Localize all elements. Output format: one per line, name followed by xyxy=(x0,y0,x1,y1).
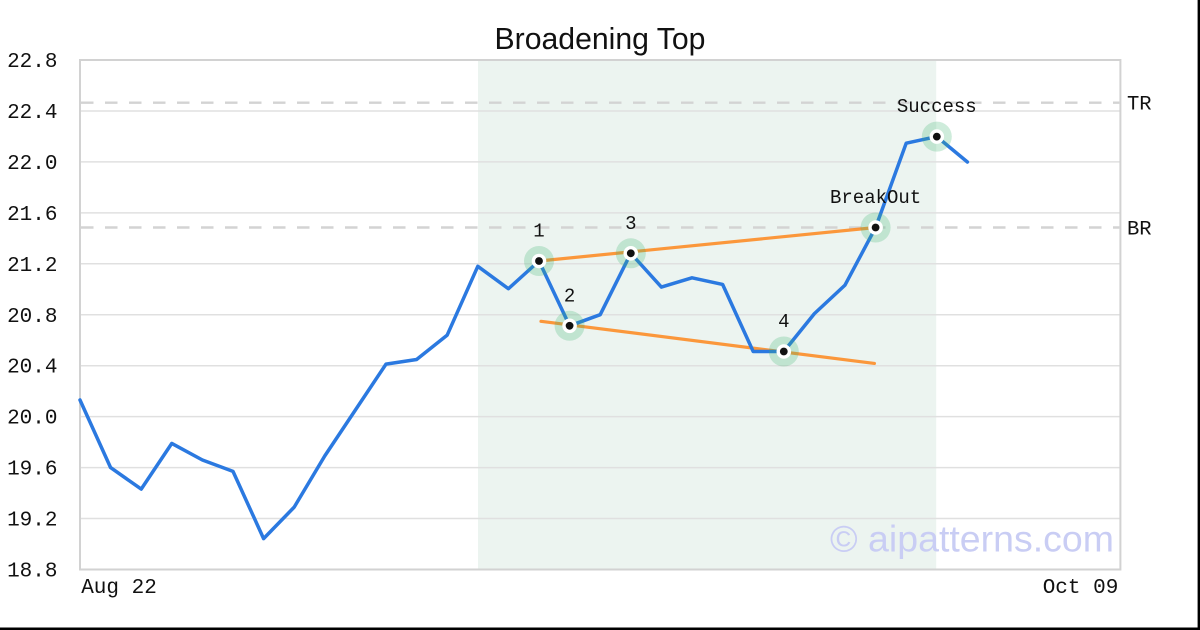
svg-text:1: 1 xyxy=(533,221,544,243)
svg-text:3: 3 xyxy=(625,213,636,235)
svg-text:BR: BR xyxy=(1127,219,1152,242)
svg-text:2: 2 xyxy=(564,285,575,307)
svg-text:20.8: 20.8 xyxy=(7,306,57,329)
svg-text:Success: Success xyxy=(897,96,977,118)
svg-text:4: 4 xyxy=(778,311,789,333)
svg-text:© aipatterns.com: © aipatterns.com xyxy=(830,517,1114,559)
svg-text:Aug 22: Aug 22 xyxy=(81,577,157,600)
svg-text:18.8: 18.8 xyxy=(7,561,57,584)
svg-text:22.0: 22.0 xyxy=(7,153,57,176)
svg-text:21.6: 21.6 xyxy=(7,204,57,227)
svg-text:19.2: 19.2 xyxy=(7,510,57,533)
svg-text:19.6: 19.6 xyxy=(7,459,57,482)
svg-text:BreakOut: BreakOut xyxy=(830,187,921,209)
svg-text:Oct 09: Oct 09 xyxy=(1043,577,1119,600)
svg-text:22.8: 22.8 xyxy=(7,51,57,74)
svg-text:20.0: 20.0 xyxy=(7,408,57,431)
svg-text:20.4: 20.4 xyxy=(7,357,57,380)
svg-text:21.2: 21.2 xyxy=(7,255,57,278)
svg-text:TR: TR xyxy=(1127,94,1152,117)
svg-text:22.4: 22.4 xyxy=(7,102,57,125)
svg-text:Broadening Top: Broadening Top xyxy=(495,23,706,56)
